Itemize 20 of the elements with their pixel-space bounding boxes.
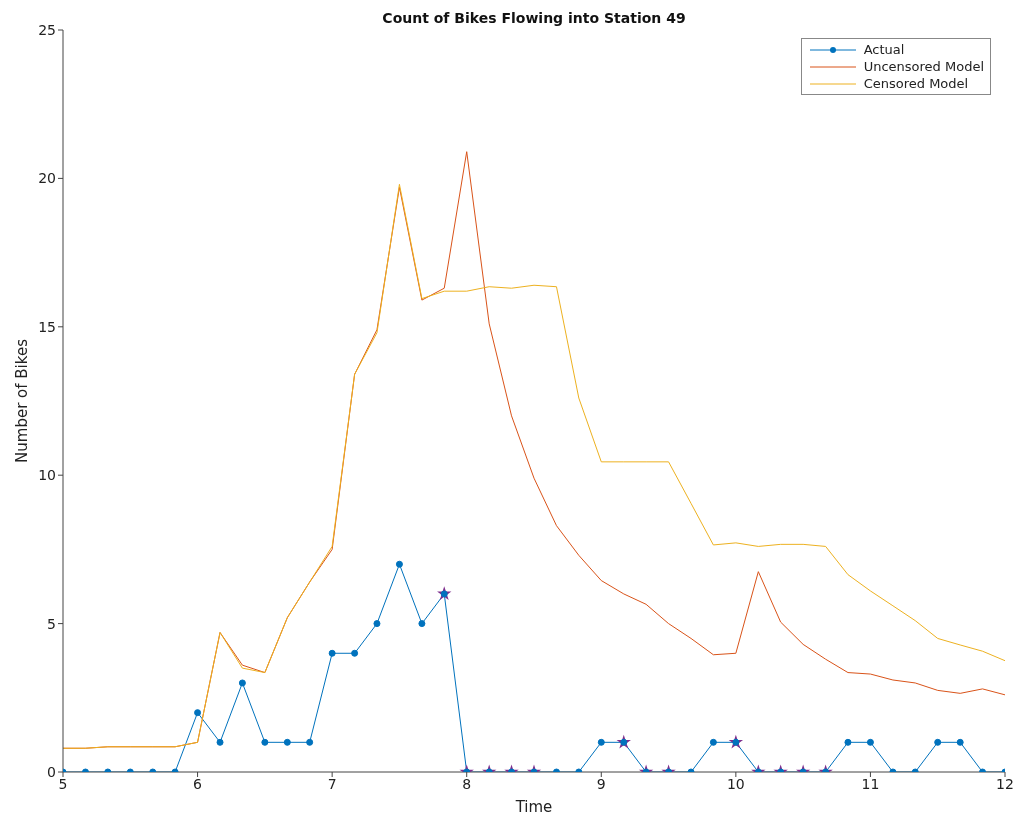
y-tick-label: 25 [38, 21, 56, 38]
x-tick-label: 12 [996, 775, 1014, 792]
x-axis-title: Time [514, 798, 553, 816]
y-tick-label: 5 [47, 615, 56, 632]
y-tick-label: 0 [47, 763, 56, 780]
x-tick-label: 10 [726, 775, 745, 792]
x-tick-label: 11 [861, 775, 880, 792]
y-axis-title: Number of Bikes [13, 338, 32, 463]
x-tick-label: 9 [596, 775, 606, 792]
legend-label: Actual [863, 42, 905, 57]
legend-label: Censored Model [863, 76, 969, 91]
legend-label: Uncensored Model [863, 59, 984, 74]
y-tick-label: 20 [38, 170, 56, 187]
chart-title: Count of Bikes Flowing into Station 49 [381, 10, 687, 26]
x-tick-label: 6 [193, 775, 203, 792]
x-tick-label: 5 [58, 775, 68, 792]
x-tick-label: 7 [327, 775, 337, 792]
y-tick-label: 10 [38, 467, 56, 484]
x-tick-label: 8 [462, 775, 472, 792]
y-tick-label: 15 [38, 318, 56, 335]
